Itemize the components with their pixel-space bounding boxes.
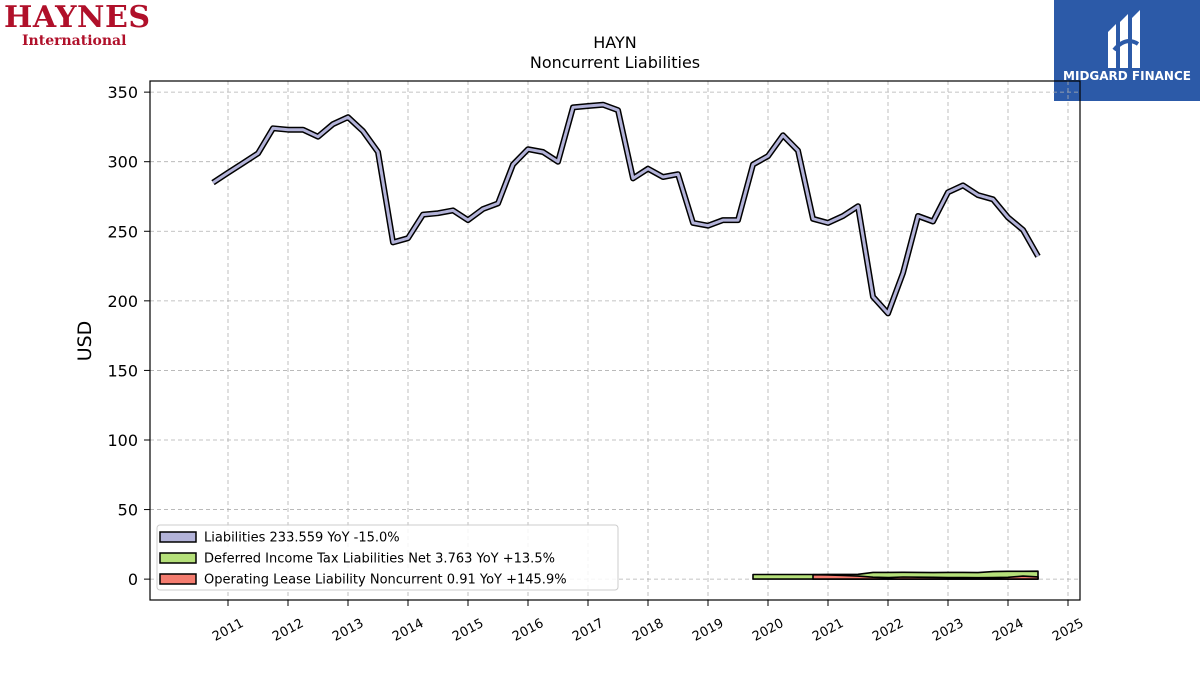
- x-tick-label: 2021: [810, 616, 846, 645]
- x-tick-label: 2019: [690, 616, 726, 645]
- legend-entry: Operating Lease Liability Noncurrent 0.9…: [204, 573, 567, 588]
- grid-lines: [150, 81, 1080, 600]
- y-tick-label: 50: [118, 501, 138, 520]
- chart-subtitle: Noncurrent Liabilities: [530, 53, 700, 72]
- y-tick-label: 350: [107, 83, 138, 102]
- y-tick-label: 150: [107, 361, 138, 380]
- x-tick-label: 2017: [570, 616, 606, 645]
- legend-swatch: [159, 573, 197, 585]
- haynes-logo: HAYNES International: [4, 2, 164, 50]
- midgard-watermark-text: MIDGARD FINANCE: [1063, 69, 1191, 83]
- series-layer: [211, 101, 1041, 580]
- y-tick-label: 0: [128, 570, 138, 589]
- x-tick-label: 2016: [510, 616, 546, 645]
- x-tick-label: 2011: [210, 616, 246, 645]
- x-tick-label: 2023: [930, 616, 966, 645]
- legend-entry: Deferred Income Tax Liabilities Net 3.76…: [204, 552, 555, 567]
- midgard-mark-icon: [1108, 10, 1140, 68]
- y-tick-label: 100: [107, 431, 138, 450]
- y-axis-label: USD: [74, 321, 96, 362]
- x-tick-label: 2024: [990, 616, 1026, 645]
- legend-swatch: [159, 552, 197, 564]
- x-tick-label: 2022: [870, 616, 906, 645]
- x-tick-label: 2020: [750, 616, 786, 645]
- midgard-finance-logo: MIDGARD FINANCE: [1054, 0, 1200, 101]
- legend-entry: Liabilities 233.559 YoY -15.0%: [204, 531, 400, 546]
- y-tick-label: 200: [107, 292, 138, 311]
- x-tick-label: 2018: [630, 616, 666, 645]
- chart-title: HAYN: [593, 33, 636, 52]
- x-tick-label: 2025: [1050, 616, 1086, 645]
- haynes-logo-name: HAYNES: [4, 0, 151, 35]
- legend-box: [156, 524, 619, 591]
- y-tick-label: 300: [107, 153, 138, 172]
- legend-swatch: [159, 531, 197, 543]
- series-liabilities-outline: [211, 101, 1041, 317]
- y-tick-label: 250: [107, 222, 138, 241]
- legend: Liabilities 233.559 YoY -15.0% Deferred I…: [156, 524, 619, 591]
- x-tick-label: 2012: [270, 616, 306, 645]
- x-tick-label: 2015: [450, 616, 486, 645]
- plot-frame: [149, 80, 1081, 601]
- haynes-logo-sub: International: [22, 33, 127, 49]
- x-tick-label: 2014: [390, 616, 426, 645]
- series-liabilities-line: [212, 103, 1040, 315]
- series-operating-lease-area: [812, 573, 1039, 580]
- x-tick-label: 2013: [330, 616, 366, 645]
